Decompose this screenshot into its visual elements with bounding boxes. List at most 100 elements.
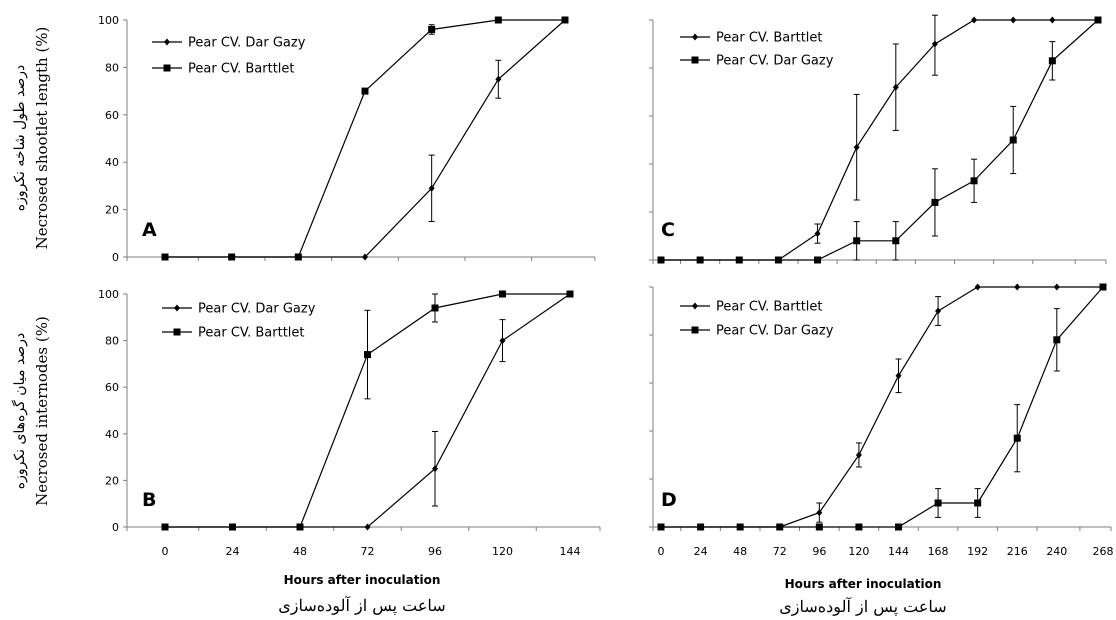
data-point [855,523,863,531]
series-diamond [658,283,1106,531]
data-point [815,523,823,531]
data-point [814,230,821,238]
data-point [894,523,902,531]
data-point [431,304,439,312]
legend-marker [174,304,180,312]
data-point [428,25,436,33]
x-axis-title-left-fa: ساعت پس از آلوده‌سازی [278,595,445,615]
legend-entry: Pear CV. Dar Gazy [152,36,306,51]
x-tick-label: 96 [812,545,826,558]
x-tick-label: 72 [773,545,787,558]
series-square [161,16,569,261]
data-point [1013,434,1021,442]
data-point [228,253,236,261]
data-point [974,499,982,507]
series-line [661,286,1104,528]
data-point [566,290,574,298]
data-point [696,256,704,264]
legend-label: Pear CV. Barttlet [198,326,305,341]
legend-entry: Pear CV. Barttlet [680,31,823,46]
series-diamond [162,16,568,261]
series-line [165,19,566,258]
series-line [165,19,565,258]
data-point [229,523,236,531]
data-point [1094,16,1102,24]
legend-label: Pear CV. Dar Gazy [716,54,834,69]
x-axis-title-right: Hours after inoculation [785,577,942,591]
legend-marker [164,38,170,46]
data-point [657,256,665,264]
data-point [1010,16,1017,24]
legend-entry: Pear CV. Dar Gazy [680,324,834,339]
series-square [161,290,574,531]
legend-marker [692,302,698,310]
x-tick-label: 48 [293,545,307,558]
data-point [296,523,304,531]
series-square [657,16,1102,264]
x-tick-label: 120 [492,545,513,558]
legend-entry: Pear CV. Barttlet [152,62,295,77]
y-tick-label: 80 [105,335,119,348]
x-tick-label: 144 [560,545,581,558]
panel-letter: A [142,219,157,241]
data-point [161,253,169,261]
y-tick-label: 0 [112,251,119,264]
data-point [776,523,784,531]
data-point [499,290,506,298]
y-axis-title-top-fa: درصد طول شاخه نکروزه [12,65,28,212]
data-point [1009,136,1017,144]
x-tick-label: 24 [226,545,240,558]
legend-label: Pear CV. Barttlet [716,300,823,315]
x-tick-label: 268 [1093,545,1114,558]
legend-entry: Pear CV. Dar Gazy [162,302,316,317]
legend-entry: Pear CV. Barttlet [680,300,823,315]
data-point [657,523,665,531]
x-tick-label: 48 [733,545,747,558]
x-tick-label: 144 [888,545,909,558]
data-point [294,253,302,261]
data-point [853,143,860,151]
data-point [499,337,506,345]
data-point [935,307,942,315]
data-point [931,40,938,48]
data-point [855,451,862,459]
panel-letter: D [661,489,677,511]
x-axis-title-left: Hours after inoculation [284,573,441,587]
y-axis-title-bottom: Necrosed internodes (%) [33,316,51,506]
data-point [1099,283,1107,291]
data-point [428,184,435,192]
data-point [736,523,744,531]
series-diamond [658,14,1101,264]
data-point [432,465,438,473]
data-point [970,177,978,185]
data-point [892,83,899,91]
x-tick-label: 168 [928,545,949,558]
y-tick-label: 100 [98,288,119,301]
legend-marker [163,64,171,72]
data-point [1053,336,1061,344]
data-point [934,499,942,507]
data-point [814,256,822,264]
x-tick-label: 72 [361,545,375,558]
data-point [494,16,502,24]
y-tick-label: 40 [105,428,119,441]
legend-entry: Pear CV. Dar Gazy [680,54,834,69]
x-tick-label: 216 [1007,545,1028,558]
x-axis-title-right-fa: ساعت پس از آلوده‌سازی [779,596,946,616]
legend-label: Pear CV. Dar Gazy [188,36,306,51]
x-tick-label: 192 [967,545,988,558]
data-point [161,523,169,531]
panel-letter: C [661,219,675,241]
x-tick-label: 0 [162,545,169,558]
data-point [931,198,939,206]
legend-label: Pear CV. Dar Gazy [716,324,834,339]
y-axis-title-bottom-fa: درصد میان گره‌های نکروزه [11,333,28,489]
y-tick-label: 100 [98,14,119,27]
data-point [735,256,743,264]
data-point [697,523,705,531]
data-point [1014,283,1021,291]
series-square [657,283,1107,531]
data-point [816,509,823,517]
data-point [364,351,371,359]
data-point [895,372,902,380]
